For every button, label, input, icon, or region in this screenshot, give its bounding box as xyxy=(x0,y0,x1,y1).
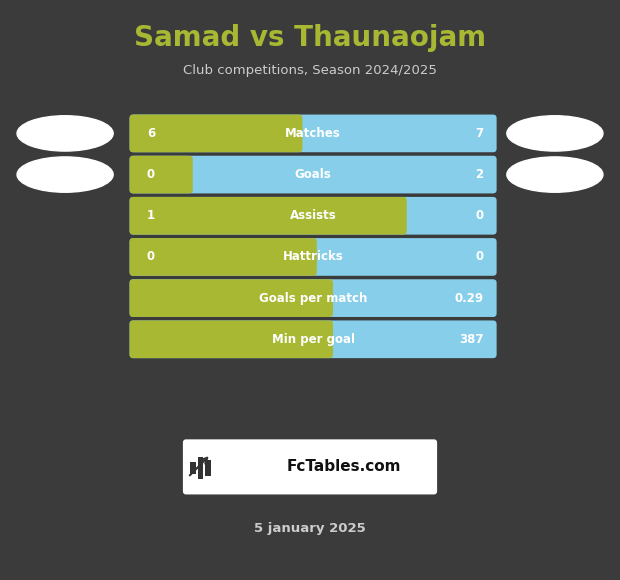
FancyBboxPatch shape xyxy=(205,460,211,476)
Ellipse shape xyxy=(507,116,603,151)
Text: 387: 387 xyxy=(459,333,484,346)
FancyBboxPatch shape xyxy=(130,238,497,276)
Text: Goals per match: Goals per match xyxy=(259,292,367,304)
Ellipse shape xyxy=(507,157,603,192)
FancyBboxPatch shape xyxy=(130,115,497,152)
Text: 5 january 2025: 5 january 2025 xyxy=(254,523,366,535)
Text: Samad vs Thaunaojam: Samad vs Thaunaojam xyxy=(134,24,486,52)
FancyBboxPatch shape xyxy=(130,320,497,358)
Ellipse shape xyxy=(17,157,113,192)
Text: 1: 1 xyxy=(147,209,155,222)
FancyBboxPatch shape xyxy=(130,115,303,152)
Text: Matches: Matches xyxy=(285,127,341,140)
Text: Min per goal: Min per goal xyxy=(272,333,355,346)
FancyBboxPatch shape xyxy=(130,238,317,276)
FancyBboxPatch shape xyxy=(130,197,407,234)
Text: 0.29: 0.29 xyxy=(454,292,484,304)
Text: 2: 2 xyxy=(476,168,484,181)
FancyBboxPatch shape xyxy=(130,280,333,317)
FancyBboxPatch shape xyxy=(183,440,437,494)
Text: Goals: Goals xyxy=(294,168,332,181)
FancyBboxPatch shape xyxy=(130,155,497,193)
FancyBboxPatch shape xyxy=(130,280,497,317)
FancyBboxPatch shape xyxy=(130,320,333,358)
Text: 0: 0 xyxy=(147,251,155,263)
Text: Club competitions, Season 2024/2025: Club competitions, Season 2024/2025 xyxy=(183,64,437,77)
Text: 7: 7 xyxy=(476,127,484,140)
Text: Assists: Assists xyxy=(290,209,337,222)
Text: 6: 6 xyxy=(147,127,155,140)
FancyBboxPatch shape xyxy=(198,457,203,479)
Text: Hattricks: Hattricks xyxy=(283,251,343,263)
Text: 0: 0 xyxy=(476,209,484,222)
Ellipse shape xyxy=(17,116,113,151)
Text: 0: 0 xyxy=(476,251,484,263)
Text: 0: 0 xyxy=(147,168,155,181)
FancyBboxPatch shape xyxy=(130,155,193,193)
Text: FcTables.com: FcTables.com xyxy=(287,459,401,474)
FancyBboxPatch shape xyxy=(130,197,497,234)
FancyBboxPatch shape xyxy=(190,462,196,474)
